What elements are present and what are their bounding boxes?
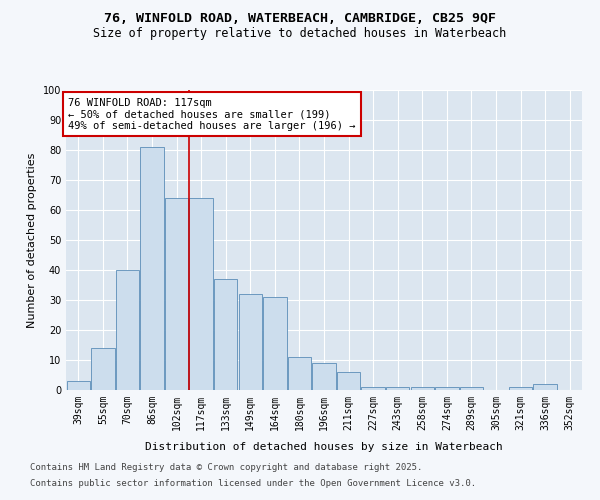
Bar — [460, 387, 483, 390]
Text: Distribution of detached houses by size in Waterbeach: Distribution of detached houses by size … — [145, 442, 503, 452]
Bar — [165, 198, 188, 390]
Bar — [214, 279, 238, 390]
Bar — [190, 198, 213, 390]
Text: Size of property relative to detached houses in Waterbeach: Size of property relative to detached ho… — [94, 28, 506, 40]
Bar — [263, 297, 287, 390]
Bar — [239, 294, 262, 390]
Bar — [288, 357, 311, 390]
Bar — [509, 387, 532, 390]
Y-axis label: Number of detached properties: Number of detached properties — [27, 152, 37, 328]
Bar — [410, 387, 434, 390]
Text: 76 WINFOLD ROAD: 117sqm
← 50% of detached houses are smaller (199)
49% of semi-d: 76 WINFOLD ROAD: 117sqm ← 50% of detache… — [68, 98, 356, 130]
Text: 76, WINFOLD ROAD, WATERBEACH, CAMBRIDGE, CB25 9QF: 76, WINFOLD ROAD, WATERBEACH, CAMBRIDGE,… — [104, 12, 496, 26]
Bar — [533, 384, 557, 390]
Bar — [386, 387, 409, 390]
Bar — [91, 348, 115, 390]
Bar — [337, 372, 360, 390]
Bar — [435, 387, 458, 390]
Text: Contains HM Land Registry data © Crown copyright and database right 2025.: Contains HM Land Registry data © Crown c… — [30, 464, 422, 472]
Bar — [140, 147, 164, 390]
Bar — [67, 381, 90, 390]
Text: Contains public sector information licensed under the Open Government Licence v3: Contains public sector information licen… — [30, 478, 476, 488]
Bar — [116, 270, 139, 390]
Bar — [361, 387, 385, 390]
Bar — [313, 363, 335, 390]
